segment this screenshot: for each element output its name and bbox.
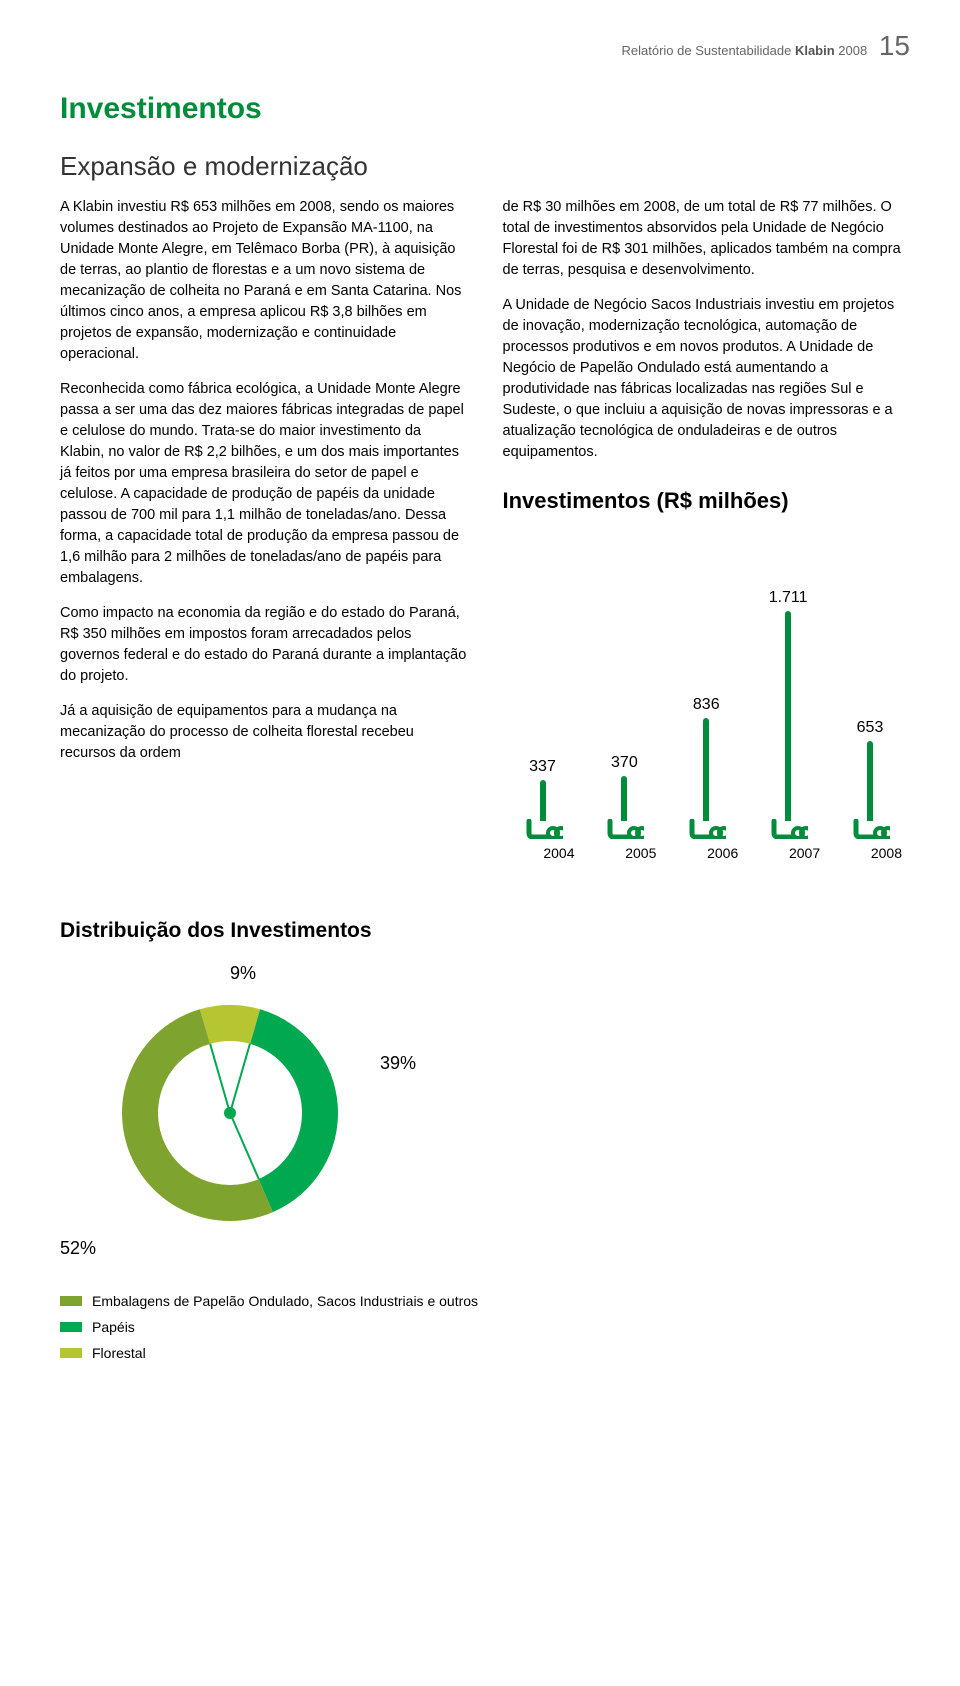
bar-stick <box>540 780 546 821</box>
ring-slice <box>250 1009 338 1212</box>
bar-year-label: 2005 <box>625 845 656 861</box>
bar-value-label: 653 <box>857 719 884 737</box>
legend-row: Papéis <box>60 1319 910 1335</box>
legend-swatch <box>60 1296 82 1306</box>
bar-value-label: 370 <box>611 754 638 772</box>
bar-year-label: 2007 <box>789 845 820 861</box>
body-paragraph: Já a aquisição de equipamentos para a mu… <box>60 701 468 764</box>
page-header: Relatório de Sustentabilidade Klabin 200… <box>60 30 910 62</box>
bar-item: 1.711 2007 <box>753 589 823 839</box>
ring-spoke <box>210 1044 230 1113</box>
bar-stick <box>867 741 873 821</box>
right-column: de R$ 30 milhões em 2008, de um total de… <box>503 197 911 864</box>
ring-chart: 9%39%52% <box>100 963 450 1263</box>
ring-spoke <box>230 1044 250 1113</box>
bar-item: 337 2004 <box>508 758 578 839</box>
ring-slice-label: 52% <box>60 1238 96 1259</box>
section-subtitle: Expansão e modernização <box>60 151 910 182</box>
legend-label: Papéis <box>92 1319 135 1335</box>
body-paragraph: de R$ 30 milhões em 2008, de um total de… <box>503 197 911 281</box>
legend-row: Florestal <box>60 1345 910 1361</box>
bar-foot-icon: 2006 <box>686 819 726 839</box>
bar-foot-icon: 2005 <box>604 819 644 839</box>
ring-spoke <box>230 1113 259 1179</box>
bar-stick <box>785 611 791 821</box>
body-paragraph: Como impacto na economia da região e do … <box>60 603 468 687</box>
legend-swatch <box>60 1322 82 1332</box>
report-line-bold: Klabin <box>795 43 838 58</box>
body-paragraph: A Unidade de Negócio Sacos Industriais i… <box>503 295 911 463</box>
bar-foot-icon: 2007 <box>768 819 808 839</box>
body-paragraph: Reconhecida como fábrica ecológica, a Un… <box>60 379 468 589</box>
section-title: Investimentos <box>60 92 910 126</box>
report-line-year: 2008 <box>838 43 867 58</box>
body-paragraph: A Klabin investiu R$ 653 milhões em 2008… <box>60 197 468 365</box>
ring-slice-label: 9% <box>230 963 256 984</box>
bar-chart: 337 2004 370 2005 836 2006 1.711 2007 653 2008 <box>503 539 911 864</box>
page-number: 15 <box>879 30 910 61</box>
bar-value-label: 1.711 <box>769 589 808 607</box>
bar-item: 653 2008 <box>835 719 905 839</box>
bar-value-label: 836 <box>693 696 720 714</box>
report-line-prefix: Relatório de Sustentabilidade <box>622 43 795 58</box>
bar-stick <box>703 718 709 821</box>
left-column: A Klabin investiu R$ 653 milhões em 2008… <box>60 197 468 864</box>
bar-stick <box>621 776 627 821</box>
bar-item: 836 2006 <box>671 696 741 839</box>
bar-year-label: 2004 <box>543 845 574 861</box>
text-columns: A Klabin investiu R$ 653 milhões em 2008… <box>60 197 910 864</box>
legend-swatch <box>60 1348 82 1358</box>
legend-row: Embalagens de Papelão Ondulado, Sacos In… <box>60 1293 910 1309</box>
bar-value-label: 337 <box>529 758 556 776</box>
legend: Embalagens de Papelão Ondulado, Sacos In… <box>60 1293 910 1361</box>
ring-slice-label: 39% <box>380 1053 416 1074</box>
ring-slice <box>200 1005 260 1044</box>
ring-center-dot <box>224 1107 236 1119</box>
legend-label: Florestal <box>92 1345 146 1361</box>
legend-label: Embalagens de Papelão Ondulado, Sacos In… <box>92 1293 478 1309</box>
bar-item: 370 2005 <box>589 754 659 839</box>
bar-foot-icon: 2004 <box>523 819 563 839</box>
bar-year-label: 2008 <box>871 845 902 861</box>
bar-foot-icon: 2008 <box>850 819 890 839</box>
bar-chart-title: Investimentos (R$ milhões) <box>503 488 911 514</box>
bar-year-label: 2006 <box>707 845 738 861</box>
distribution-title: Distribuição dos Investimentos <box>60 919 910 943</box>
